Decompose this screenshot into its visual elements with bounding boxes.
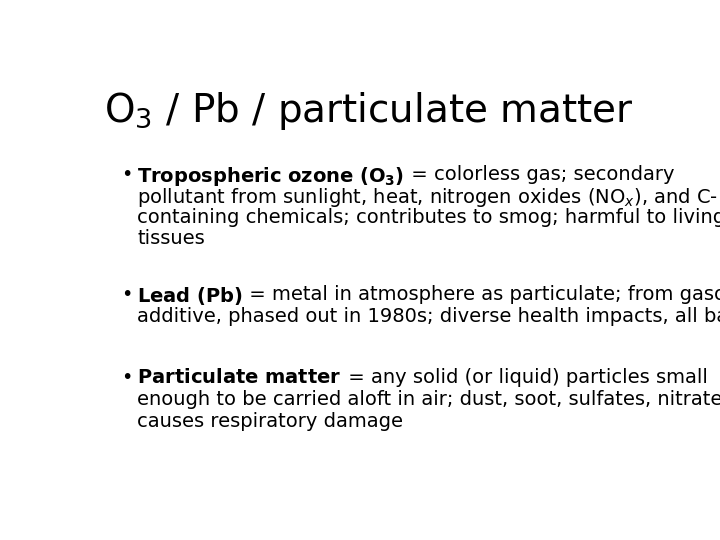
Text: •: • [121,165,132,184]
Text: $\bf{Particulate\ matter}$: $\bf{Particulate\ matter}$ [138,368,341,387]
Text: •: • [121,285,132,304]
Text: enough to be carried aloft in air; dust, soot, sulfates, nitrates;: enough to be carried aloft in air; dust,… [138,390,720,409]
Text: causes respiratory damage: causes respiratory damage [138,411,403,430]
Text: = colorless gas; secondary: = colorless gas; secondary [405,165,674,184]
Text: tissues: tissues [138,230,205,248]
Text: •: • [121,368,132,387]
Text: = metal in atmosphere as particulate; from gasoline: = metal in atmosphere as particulate; fr… [243,285,720,304]
Text: O$_3$ / Pb / particulate matter: O$_3$ / Pb / particulate matter [104,90,634,132]
Text: $\bf{Lead\ (Pb)}$: $\bf{Lead\ (Pb)}$ [138,285,243,307]
Text: $\bf{Tropospheric\ ozone\ (O_3)}$: $\bf{Tropospheric\ ozone\ (O_3)}$ [138,165,405,187]
Text: = any solid (or liquid) particles small: = any solid (or liquid) particles small [341,368,708,387]
Text: additive, phased out in 1980s; diverse health impacts, all bad: additive, phased out in 1980s; diverse h… [138,307,720,326]
Text: pollutant from sunlight, heat, nitrogen oxides (NO$_x$), and C-: pollutant from sunlight, heat, nitrogen … [138,186,719,209]
Text: containing chemicals; contributes to smog; harmful to living: containing chemicals; contributes to smo… [138,208,720,227]
